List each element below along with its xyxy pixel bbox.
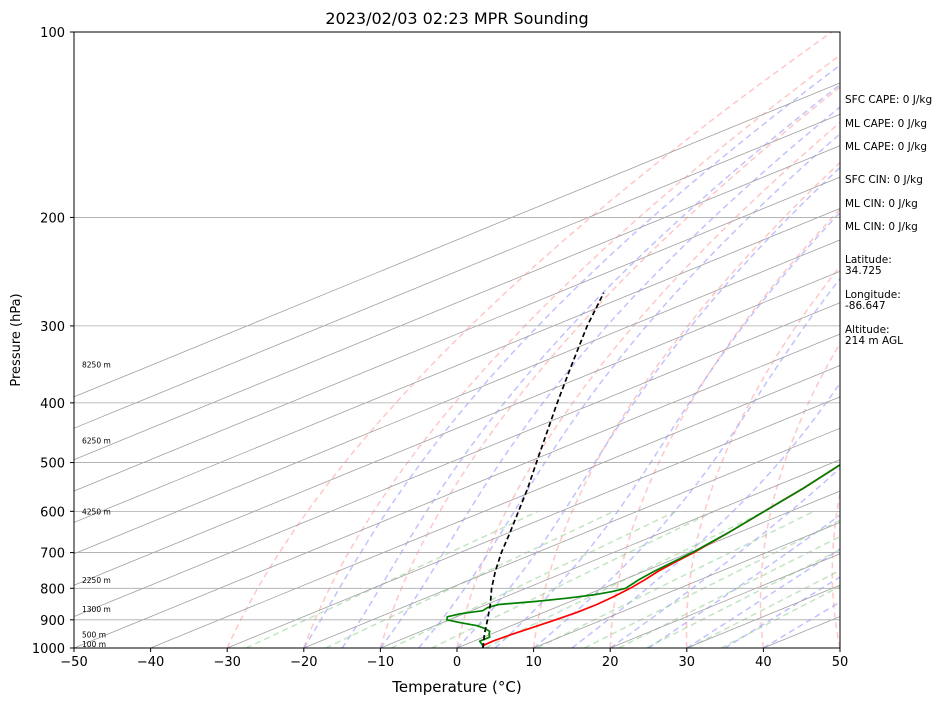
height-label: 500 m: [82, 631, 106, 640]
isotherm: [74, 82, 840, 398]
x-axis-ticks: −50 −40 −30 −20 −10 0 10 20 30 40 50: [60, 648, 848, 670]
x-tick-label: 50: [832, 655, 849, 670]
moist-adiabat: [609, 467, 840, 648]
moist-adiabats: [303, 64, 840, 648]
moist-adiabat: [571, 381, 840, 648]
ml-cin-text-1: ML CIN: 0 J/kg: [845, 198, 918, 210]
y-tick-label: 600: [40, 505, 65, 520]
pressure-gridlines: [74, 32, 840, 648]
mixing-ratio-line: [720, 585, 840, 648]
x-tick-label: −10: [367, 655, 394, 670]
y-axis-label: Pressure (hPa): [9, 293, 24, 386]
moist-adiabat: [724, 576, 840, 648]
plot-frame: [73, 31, 841, 649]
sfc-cin-text: SFC CIN: 0 J/kg: [845, 174, 923, 186]
x-tick-label: 30: [679, 655, 696, 670]
moist-adiabat: [686, 548, 840, 648]
mixing-ratio-line: [646, 548, 840, 648]
y-tick-label: 500: [40, 457, 65, 472]
dry-adiabat: [609, 208, 840, 648]
y-tick-label: 900: [40, 614, 65, 629]
isotherm: [74, 145, 840, 461]
dewpoint-line: [446, 463, 840, 648]
sfc-cape-text: SFC CAPE: 0 J/kg: [845, 94, 933, 106]
x-tick-label: 0: [453, 655, 461, 670]
y-tick-label: 200: [40, 211, 65, 226]
x-tick-label: 20: [602, 655, 619, 670]
moist-adiabat: [763, 601, 840, 648]
isotherm: [227, 396, 840, 648]
isotherm: [74, 208, 840, 523]
ml-cin-text-2: ML CIN: 0 J/kg: [845, 221, 918, 233]
isotherm: [150, 365, 840, 648]
isotherm: [74, 239, 840, 555]
isotherm: [303, 427, 840, 648]
moist-adiabat: [303, 64, 840, 648]
height-label: 4250 m: [82, 508, 111, 517]
moist-adiabat: [341, 83, 840, 648]
ml-cape-text-1: ML CAPE: 0 J/kg: [845, 118, 928, 130]
x-tick-label: −50: [60, 655, 87, 670]
height-label: 100 m: [82, 640, 106, 649]
temperature-line: [482, 463, 840, 648]
dry-adiabat: [685, 265, 840, 648]
y-axis-ticks: 100 200 300 400 500 600 700 800 900 1000: [32, 26, 74, 657]
isotherm: [74, 113, 840, 429]
isotherms: [74, 82, 840, 648]
x-tick-label: −30: [213, 655, 240, 670]
mixing-ratio-line: [245, 510, 539, 648]
isotherm: [533, 521, 840, 648]
isotherm: [74, 270, 840, 586]
plot-area: [74, 32, 840, 648]
isotherm: [380, 459, 840, 648]
mixing-ratio-line: [325, 510, 615, 648]
mixing-ratio-line: [390, 510, 677, 648]
mixing-ratio-line: [431, 510, 715, 648]
parcel-line: [482, 292, 605, 648]
mixing-ratio-line: [537, 510, 815, 648]
height-label: 8250 m: [82, 361, 111, 370]
moist-adiabat: [379, 106, 840, 648]
sounding-series: [446, 292, 840, 648]
height-label: 1300 m: [82, 605, 111, 614]
dry-adiabat: [831, 490, 840, 648]
latitude-text: Latitude: 34.725: [845, 254, 892, 277]
mixing-ratio-lines: [245, 510, 840, 648]
x-tick-label: 10: [525, 655, 542, 670]
moist-adiabat: [418, 132, 840, 648]
isotherm: [74, 302, 840, 618]
isotherm: [74, 176, 840, 492]
y-tick-label: 400: [40, 397, 65, 412]
dry-adiabat: [379, 86, 840, 648]
moist-adiabat: [494, 211, 840, 648]
y-tick-label: 100: [40, 26, 65, 41]
x-tick-label: 40: [755, 655, 772, 670]
x-tick-label: −40: [137, 655, 164, 670]
chart-title: 2023/02/03 02:23 MPR Sounding: [325, 9, 588, 28]
y-tick-label: 1000: [32, 642, 65, 657]
dry-adiabats: [226, 32, 840, 648]
ml-cape-text-2: ML CAPE: 0 J/kg: [845, 141, 928, 153]
x-axis-label: Temperature (°C): [391, 678, 521, 696]
dry-adiabat: [759, 341, 840, 648]
y-tick-label: 700: [40, 547, 65, 562]
height-label: 6250 m: [82, 436, 111, 445]
dry-adiabat: [456, 121, 840, 648]
x-tick-label: −20: [290, 655, 317, 670]
y-tick-label: 300: [40, 320, 65, 335]
isotherm: [74, 333, 840, 648]
dry-adiabat: [532, 161, 840, 648]
dry-adiabat: [303, 54, 840, 648]
moist-adiabat: [456, 166, 840, 648]
height-label: 2250 m: [82, 576, 111, 585]
y-tick-label: 800: [40, 582, 65, 597]
altitude-text: Altitude: 214 m AGL: [845, 324, 903, 347]
longitude-text: Longitude: -86.647: [845, 289, 901, 312]
